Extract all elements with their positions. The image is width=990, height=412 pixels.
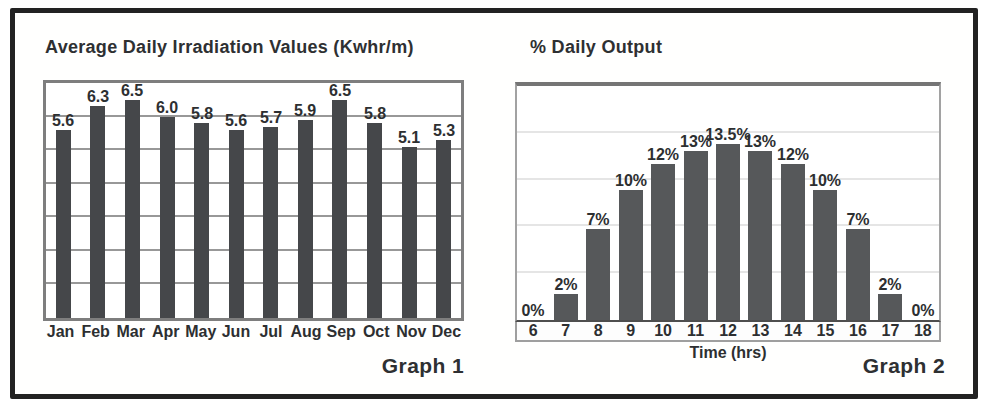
graph2-time-axis: 6789101112131415161718	[515, 322, 941, 342]
x-axis-label: Nov	[394, 323, 429, 343]
x-axis-label: Apr	[148, 323, 183, 343]
graph2-bars-container: 0%2%7%10%12%13%13.5%13%12%10%7%2%0%	[517, 86, 939, 320]
x-axis-label: 7	[549, 322, 581, 340]
bar-Apr	[160, 117, 175, 318]
bar-Sep	[332, 100, 347, 318]
bar-7	[554, 294, 578, 320]
x-axis-label: 6	[517, 322, 549, 340]
bar-8	[586, 229, 610, 320]
gridline	[46, 282, 461, 284]
bar-11	[684, 151, 708, 320]
gridline	[46, 148, 461, 150]
bar-Jan	[56, 130, 71, 318]
bar-Aug	[298, 120, 313, 318]
x-axis-label: Feb	[78, 323, 113, 343]
x-axis-label: 15	[809, 322, 841, 340]
bar-value-label: 12%	[761, 146, 825, 163]
graph1-month-axis: JanFebMarAprMayJunJulAugSepOctNovDec	[43, 323, 464, 343]
gridline	[46, 249, 461, 251]
bar-12	[716, 144, 740, 320]
bar-value-label: 5.9	[273, 102, 337, 119]
x-axis-label: Mar	[113, 323, 148, 343]
x-axis-label: 9	[614, 322, 646, 340]
x-axis-label: 14	[777, 322, 809, 340]
graph2-plot-area: 0%2%7%10%12%13%13.5%13%12%10%7%2%0%	[515, 82, 941, 322]
x-axis-label: Jun	[218, 323, 253, 343]
gridline	[46, 182, 461, 184]
figure-frame: Average Daily Irradiation Values (Kwhr/m…	[10, 8, 978, 399]
graph2-title: % Daily Output	[530, 37, 662, 58]
bar-value-label: 7%	[826, 211, 890, 228]
bar-Mar	[125, 100, 140, 318]
graph2-caption: Graph 2	[515, 354, 945, 378]
x-axis-label: May	[183, 323, 218, 343]
bar-Dec	[436, 140, 451, 318]
bar-10	[651, 164, 675, 320]
bar-9	[619, 190, 643, 320]
x-axis-label: 10	[647, 322, 679, 340]
bar-16	[846, 229, 870, 320]
bar-value-label: 6.5	[308, 82, 372, 99]
bar-value-label: 0%	[891, 302, 955, 319]
x-axis-label: Dec	[429, 323, 464, 343]
bar-Jul	[263, 127, 278, 318]
bar-Feb	[90, 106, 105, 318]
graph1-plot-area: 5.66.36.56.05.85.65.75.96.55.85.15.3	[43, 80, 464, 321]
bar-value-label: 2%	[858, 276, 922, 293]
x-axis-label: 8	[582, 322, 614, 340]
x-axis-label: Aug	[289, 323, 324, 343]
x-axis-label: 16	[842, 322, 874, 340]
x-axis-label: Jul	[253, 323, 288, 343]
graph1-bars-container: 5.66.36.56.05.85.65.75.96.55.85.15.3	[46, 83, 461, 318]
x-axis-label: 13	[744, 322, 776, 340]
graph1-title: Average Daily Irradiation Values (Kwhr/m…	[45, 37, 414, 58]
graph1-caption: Graph 1	[43, 354, 464, 378]
bar-Jun	[229, 130, 244, 318]
x-axis-label: Sep	[324, 323, 359, 343]
bar-value-label: 10%	[793, 172, 857, 189]
bar-May	[194, 123, 209, 318]
x-axis-label: Jan	[43, 323, 78, 343]
x-axis-label: 18	[907, 322, 939, 340]
bar-Nov	[402, 147, 417, 318]
bar-value-label: 5.8	[343, 105, 407, 122]
x-axis-label: 17	[874, 322, 906, 340]
bar-13	[748, 151, 772, 320]
bar-value-label: 5.6	[31, 112, 95, 129]
x-axis-label: 12	[712, 322, 744, 340]
gridline	[46, 215, 461, 217]
bar-value-label: 5.3	[412, 122, 476, 139]
bar-Oct	[367, 123, 382, 318]
x-axis-label: Oct	[359, 323, 394, 343]
x-axis-label: 11	[679, 322, 711, 340]
bar-15	[813, 190, 837, 320]
bar-value-label: 6.5	[100, 82, 164, 99]
